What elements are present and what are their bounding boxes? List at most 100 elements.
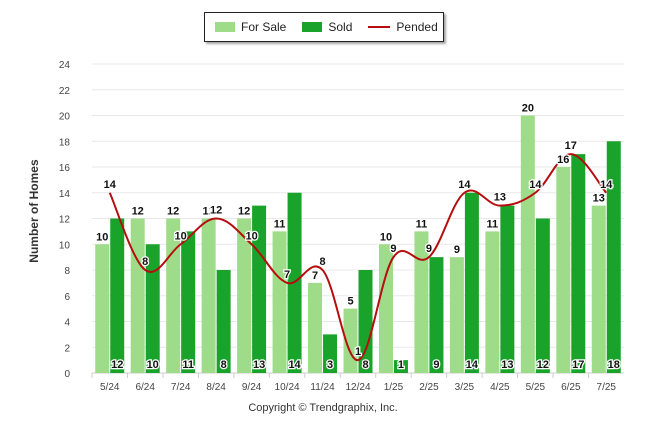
y-axis-title: Number of Homes [27, 159, 41, 263]
legend-item-for-sale[interactable]: For Sale [215, 20, 286, 34]
legend-item-sold[interactable]: Sold [302, 20, 352, 34]
bar-for-sale [485, 231, 500, 373]
data-label-sold: 12 [537, 359, 549, 371]
bar-sold [535, 218, 550, 373]
data-label-pended: 17 [565, 140, 577, 152]
y-tick-label: 10 [59, 240, 71, 251]
legend-swatch-pended [368, 26, 391, 28]
data-label-pended: 10 [245, 230, 257, 242]
data-label-pended: 14 [600, 179, 613, 191]
data-label-sold: 10 [147, 359, 159, 371]
bar-for-sale [556, 167, 571, 373]
data-label-pended: 8 [319, 256, 325, 268]
data-label-pended: 9 [390, 243, 396, 255]
y-tick-label: 8 [64, 266, 70, 277]
x-tick-label: 10/24 [275, 382, 300, 393]
data-label-sold: 18 [608, 359, 620, 371]
data-label-pended: 9 [426, 243, 432, 255]
data-label-sold: 8 [221, 359, 227, 371]
bar-for-sale [591, 205, 606, 373]
data-label-pended: 8 [142, 256, 148, 268]
legend-label-for-sale: For Sale [241, 20, 287, 34]
bar-sold [500, 205, 515, 373]
x-tick-label: 3/25 [455, 382, 475, 393]
y-tick-label: 18 [59, 137, 71, 148]
bar-sold [216, 270, 231, 373]
bar-for-sale [449, 257, 464, 373]
data-label-for-sale: 10 [380, 231, 392, 243]
data-label-sold: 13 [253, 359, 265, 371]
x-tick-label: 5/25 [526, 382, 546, 393]
x-tick-label: 6/24 [135, 382, 155, 393]
x-tick-label: 11/24 [310, 382, 335, 393]
copyright: Copyright © Trendgraphix, Inc. [248, 402, 398, 414]
bar-sold [429, 257, 444, 373]
x-tick-label: 6/25 [561, 382, 581, 393]
data-label-sold: 1 [398, 359, 404, 371]
y-tick-label: 16 [59, 163, 71, 174]
data-label-pended: 7 [284, 269, 290, 281]
legend-label-sold: Sold [328, 20, 353, 34]
data-label-sold: 14 [288, 359, 301, 371]
bar-for-sale [95, 244, 110, 373]
bar-for-sale [130, 218, 145, 373]
bar-sold [358, 270, 373, 373]
x-tick-label: 5/24 [100, 382, 120, 393]
x-tick-label: 12/24 [345, 382, 370, 393]
data-label-sold: 13 [501, 359, 513, 371]
data-label-for-sale: 13 [593, 193, 605, 205]
data-label-for-sale: 16 [557, 154, 569, 166]
data-label-pended: 1 [355, 346, 361, 358]
x-tick-label: 4/25 [490, 382, 510, 393]
legend-swatch-for-sale [215, 22, 235, 32]
x-tick-label: 1/25 [384, 382, 404, 393]
y-tick-label: 14 [59, 189, 71, 200]
bar-sold [323, 334, 338, 373]
bar-for-sale [414, 231, 429, 373]
y-tick-label: 22 [59, 86, 71, 97]
y-tick-label: 24 [59, 60, 71, 71]
bar-for-sale [378, 244, 393, 373]
bar-for-sale [308, 282, 323, 373]
bar-for-sale [272, 231, 287, 373]
legend-item-pended[interactable]: Pended [368, 20, 438, 34]
data-label-for-sale: 10 [96, 231, 108, 243]
x-tick-label: 8/24 [206, 382, 226, 393]
data-label-for-sale: 9 [454, 244, 460, 256]
data-label-pended: 14 [458, 179, 471, 191]
x-tick-label: 7/24 [171, 382, 191, 393]
data-label-for-sale: 11 [274, 218, 286, 230]
y-tick-label: 6 [64, 292, 70, 303]
data-label-for-sale: 12 [167, 206, 179, 218]
legend: For Sale Sold Pended [204, 12, 444, 42]
y-tick-label: 20 [59, 112, 71, 123]
bar-sold [393, 360, 408, 373]
x-tick-label: 7/25 [597, 382, 617, 393]
bar-sold [571, 154, 586, 373]
data-label-pended: 10 [175, 230, 187, 242]
x-tick-label: 9/24 [242, 382, 262, 393]
data-label-for-sale: 20 [522, 103, 534, 115]
bar-sold [110, 218, 125, 373]
data-label-pended: 14 [529, 179, 542, 191]
bar-for-sale [237, 218, 252, 373]
data-label-for-sale: 12 [203, 206, 215, 218]
bar-sold [145, 244, 160, 373]
bar-sold [464, 192, 479, 373]
line-pended [108, 153, 608, 362]
data-label-for-sale: 11 [416, 218, 428, 230]
legend-swatch-sold [302, 22, 323, 32]
data-label-sold: 11 [182, 359, 194, 371]
data-label-for-sale: 12 [132, 206, 144, 218]
data-label-for-sale: 11 [487, 218, 499, 230]
bar-for-sale [520, 115, 535, 373]
data-label-sold: 9 [433, 359, 439, 371]
data-label-for-sale: 12 [238, 206, 250, 218]
data-label-for-sale: 5 [347, 296, 353, 308]
y-tick-label: 0 [64, 369, 70, 380]
y-tick-label: 2 [64, 343, 70, 354]
bar-sold [606, 141, 621, 373]
data-label-sold: 8 [362, 359, 368, 371]
data-label-sold: 12 [111, 359, 123, 371]
